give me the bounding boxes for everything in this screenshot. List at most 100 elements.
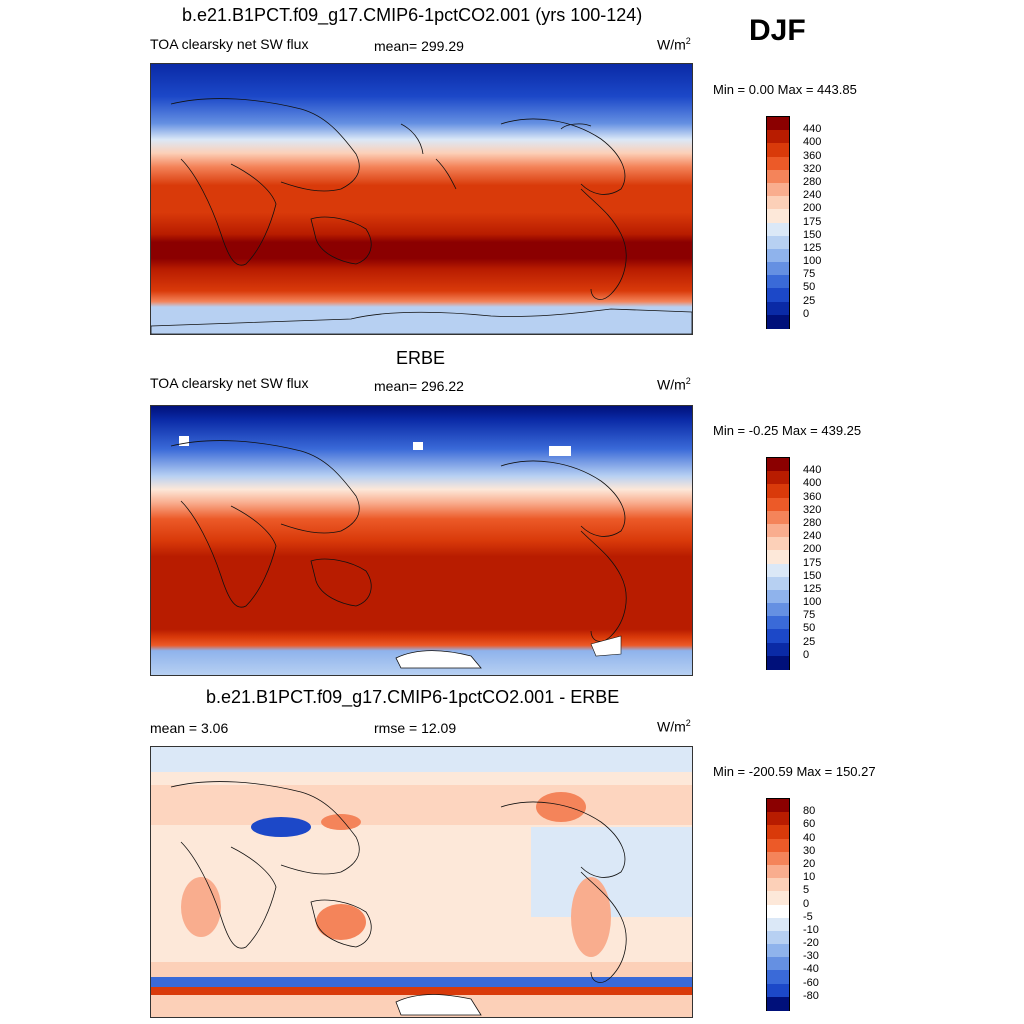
colorbar-tick-label: 400 bbox=[803, 477, 822, 490]
panel2-mean-label: mean= 296.22 bbox=[374, 378, 464, 394]
colorbar-swatch bbox=[767, 970, 789, 985]
colorbar-tick-label: 50 bbox=[803, 622, 816, 635]
colorbar-tick-label: 240 bbox=[803, 530, 822, 543]
colorbar-tick-label: -30 bbox=[803, 950, 819, 963]
colorbar-swatch bbox=[767, 642, 789, 657]
colorbar-tick-label: 440 bbox=[803, 464, 822, 477]
panel2-units: W/m2 bbox=[657, 376, 691, 393]
colorbar-swatch bbox=[767, 314, 789, 329]
colorbar-tick-label: 75 bbox=[803, 268, 816, 281]
colorbar-tick-label: -5 bbox=[803, 910, 813, 923]
panel1-minmax: Min = 0.00 Max = 443.85 bbox=[713, 82, 857, 97]
colorbar-swatch bbox=[767, 471, 789, 485]
colorbar-tick-label: 0 bbox=[803, 307, 810, 320]
colorbar-tick-label: 440 bbox=[803, 123, 822, 136]
colorbar-tick-label: 360 bbox=[803, 149, 822, 162]
colorbar-tick-label: 0 bbox=[803, 897, 810, 910]
season-label: DJF bbox=[749, 14, 806, 47]
colorbar-swatch bbox=[767, 655, 789, 670]
colorbar-swatch bbox=[767, 182, 789, 197]
colorbar-swatch bbox=[767, 275, 789, 289]
colorbar-tick-label: 25 bbox=[803, 635, 816, 648]
colorbar-tick-label: 60 bbox=[803, 818, 816, 831]
colorbar-tick-label: -20 bbox=[803, 937, 819, 950]
colorbar-swatch bbox=[767, 825, 789, 840]
colorbar-tick-label: 80 bbox=[803, 805, 816, 818]
colorbar-swatch bbox=[767, 944, 789, 958]
colorbar-tick-label: 40 bbox=[803, 831, 816, 844]
colorbar-swatch bbox=[767, 799, 789, 813]
panel1-variable-label: TOA clearsky net SW flux bbox=[150, 36, 309, 52]
colorbar-swatch bbox=[767, 235, 789, 250]
panel3-title: b.e21.B1PCT.f09_g17.CMIP6-1pctCO2.001 - … bbox=[206, 687, 620, 707]
colorbar-swatch bbox=[767, 130, 789, 144]
colorbar-tick-label: 360 bbox=[803, 490, 822, 503]
panel3-mean-label: mean = 3.06 bbox=[150, 720, 229, 736]
colorbar-swatch bbox=[767, 983, 789, 998]
panel2-coastlines bbox=[170, 440, 627, 642]
colorbar-tick-label: 400 bbox=[803, 136, 822, 149]
colorbar-tick-label: -80 bbox=[803, 989, 819, 1002]
colorbar-swatch bbox=[767, 957, 789, 971]
colorbar-tick-label: 100 bbox=[803, 255, 822, 268]
colorbar-swatch bbox=[767, 117, 789, 131]
colorbar-swatch bbox=[767, 603, 789, 617]
colorbar-tick-label: 240 bbox=[803, 189, 822, 202]
colorbar-tick-label: 125 bbox=[803, 582, 822, 595]
colorbar-swatch bbox=[767, 209, 789, 223]
colorbar-swatch bbox=[767, 550, 789, 564]
colorbar-tick-label: 150 bbox=[803, 569, 822, 582]
colorbar-tick-label: 10 bbox=[803, 871, 816, 884]
panel3-units: W/m2 bbox=[657, 718, 691, 735]
colorbar-swatch bbox=[767, 537, 789, 551]
colorbar-swatch bbox=[767, 248, 789, 263]
colorbar-swatch bbox=[767, 484, 789, 499]
panel3-map bbox=[150, 746, 693, 1018]
panel3-rmse-label: rmse = 12.09 bbox=[374, 720, 457, 736]
panel3-colorbar bbox=[766, 798, 790, 1011]
colorbar-tick-label: 100 bbox=[803, 596, 822, 609]
colorbar-swatch bbox=[767, 523, 789, 538]
colorbar-tick-label: 20 bbox=[803, 857, 816, 870]
panel1-colorbar bbox=[766, 116, 790, 329]
colorbar-swatch bbox=[767, 510, 789, 525]
colorbar-swatch bbox=[767, 812, 789, 826]
colorbar-tick-label: -40 bbox=[803, 963, 819, 976]
colorbar-tick-label: 150 bbox=[803, 228, 822, 241]
colorbar-tick-label: 280 bbox=[803, 175, 822, 188]
colorbar-swatch bbox=[767, 996, 789, 1011]
panel1-mean-label: mean= 299.29 bbox=[374, 38, 464, 54]
colorbar-swatch bbox=[767, 288, 789, 303]
colorbar-tick-label: 175 bbox=[803, 556, 822, 569]
colorbar-swatch bbox=[767, 156, 789, 171]
colorbar-tick-label: -60 bbox=[803, 976, 819, 989]
panel1-map bbox=[150, 63, 693, 335]
colorbar-swatch bbox=[767, 458, 789, 472]
colorbar-tick-label: -10 bbox=[803, 923, 819, 936]
colorbar-swatch bbox=[767, 497, 789, 512]
colorbar-swatch bbox=[767, 576, 789, 591]
colorbar-swatch bbox=[767, 616, 789, 630]
colorbar-swatch bbox=[767, 589, 789, 604]
panel2-colorbar bbox=[766, 457, 790, 670]
colorbar-tick-label: 125 bbox=[803, 241, 822, 254]
colorbar-swatch bbox=[767, 262, 789, 276]
panel1-coastlines bbox=[170, 98, 627, 300]
panel1-title: b.e21.B1PCT.f09_g17.CMIP6-1pctCO2.001 (y… bbox=[182, 5, 643, 25]
panel2-map bbox=[150, 405, 693, 676]
colorbar-swatch bbox=[767, 629, 789, 644]
colorbar-swatch bbox=[767, 891, 789, 905]
colorbar-tick-label: 320 bbox=[803, 162, 822, 175]
colorbar-swatch bbox=[767, 563, 789, 578]
colorbar-tick-label: 320 bbox=[803, 503, 822, 516]
colorbar-tick-label: 5 bbox=[803, 884, 810, 897]
colorbar-swatch bbox=[767, 930, 789, 945]
colorbar-tick-label: 0 bbox=[803, 648, 810, 661]
panel2-variable-label: TOA clearsky net SW flux bbox=[150, 375, 309, 391]
colorbar-swatch bbox=[767, 851, 789, 866]
colorbar-swatch bbox=[767, 196, 789, 210]
colorbar-tick-label: 280 bbox=[803, 516, 822, 529]
panel3-minmax: Min = -200.59 Max = 150.27 bbox=[713, 764, 876, 779]
colorbar-tick-label: 30 bbox=[803, 844, 816, 857]
panel1-units: W/m2 bbox=[657, 36, 691, 53]
